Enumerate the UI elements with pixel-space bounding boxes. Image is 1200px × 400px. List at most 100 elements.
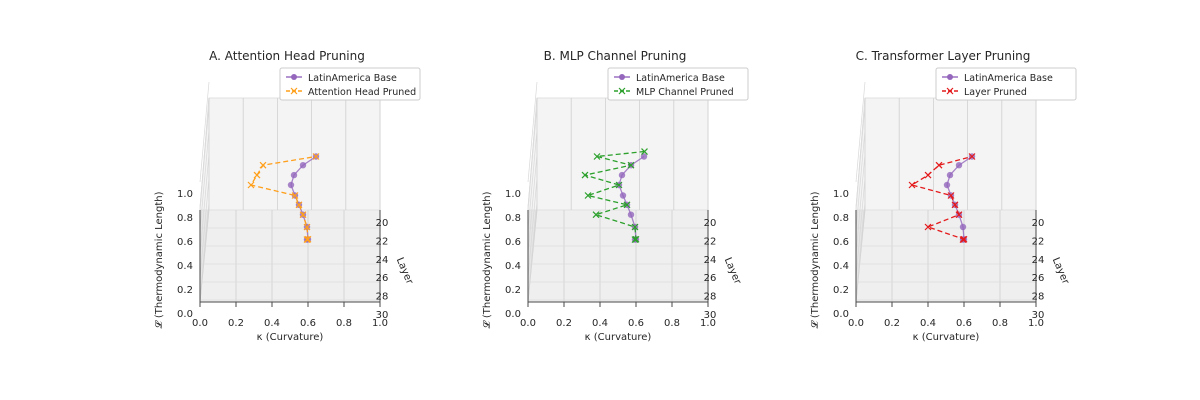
y-axis-label: Layer <box>1050 256 1071 287</box>
x-tick-label: 0.2 <box>884 318 900 329</box>
chart-title: C. Transformer Layer Pruning <box>856 49 1031 63</box>
data-point-stroke <box>584 192 592 199</box>
grid-line <box>855 177 866 279</box>
grid-line <box>527 201 538 303</box>
z-tick-label: 0.6 <box>177 237 193 248</box>
z-axis-label: 𝓛 (Thermodynamic Length) <box>153 191 165 328</box>
data-point <box>935 161 943 169</box>
x-axis-label: κ (Curvature) <box>585 332 652 343</box>
chart-panel-1: 0.0 0.2 0.4 0.6 0.8 1.0 20 22 24 26 28 30 0.0 0.2 0.4 0… <box>153 49 421 343</box>
data-point <box>947 192 955 199</box>
data-point <box>951 201 959 209</box>
data-point <box>632 235 640 243</box>
legend-marker <box>618 87 626 95</box>
data-point-stroke <box>291 192 299 199</box>
data-point <box>581 171 589 179</box>
legend-marker <box>946 87 954 95</box>
x-axis-label: κ (Curvature) <box>257 332 324 343</box>
data-point-stroke <box>641 148 648 155</box>
data-point-stroke <box>968 153 976 160</box>
x-tick-label: 0.0 <box>192 318 208 329</box>
data-point-stroke <box>295 201 303 209</box>
y-tick-label: 20 <box>704 218 717 229</box>
x-tick-label: 0.2 <box>556 318 572 329</box>
z-tick-label: 0.0 <box>833 309 849 320</box>
grid-line <box>199 105 210 207</box>
data-point <box>253 171 261 179</box>
data-point <box>291 192 299 199</box>
y-tick-label: 30 <box>1032 310 1045 321</box>
data-point <box>640 153 648 160</box>
z-tick-label: 0.6 <box>833 237 849 248</box>
y-tick-label: 24 <box>704 255 717 266</box>
grid-line <box>527 105 538 207</box>
data-point <box>946 171 954 179</box>
series-line-2 <box>584 150 645 241</box>
grid-line <box>199 129 210 231</box>
grid-line <box>855 201 866 303</box>
data-point-stroke <box>253 171 261 179</box>
data-point <box>627 161 635 169</box>
legend-label: Attention Head Pruned <box>308 87 416 98</box>
y-tick-label: 26 <box>1032 273 1045 284</box>
z-tick-label: 0.0 <box>505 309 521 320</box>
y-tick-label: 20 <box>376 218 389 229</box>
legend: LatinAmerica Base MLP Channel Pruned <box>607 67 749 101</box>
grid-line <box>855 153 866 255</box>
data-point-stroke <box>935 161 943 169</box>
y-tick-label: 20 <box>1032 218 1045 229</box>
grid-line <box>855 81 866 183</box>
data-point <box>247 181 255 189</box>
y-axis-label: Layer <box>394 256 415 287</box>
data-point-stroke <box>631 223 639 231</box>
series-line-2 <box>910 155 973 241</box>
data-point-stroke <box>592 211 600 219</box>
data-point-stroke <box>955 211 963 219</box>
legend-box <box>607 67 749 101</box>
grid-line <box>527 177 538 279</box>
z-tick-label: 0.2 <box>177 285 193 296</box>
z-tick-label: 1.0 <box>177 189 193 200</box>
z-axis-label: 𝓛 (Thermodynamic Length) <box>809 191 821 328</box>
z-tick-label: 0.8 <box>505 213 521 224</box>
y-tick-label: 22 <box>1032 236 1045 247</box>
data-point <box>618 171 626 179</box>
series-line-1 <box>618 155 645 241</box>
legend-label: MLP Channel Pruned <box>636 87 734 98</box>
pane-back <box>855 97 1037 211</box>
chart-panel-3: 0.0 0.2 0.4 0.6 0.8 1.0 20 22 24 26 28 30 0.0 0.2 0.4 0… <box>809 49 1077 343</box>
legend-box <box>279 67 421 101</box>
data-point <box>290 171 298 179</box>
x-tick-label: 0.8 <box>664 318 680 329</box>
x-tick-label: 0.4 <box>264 318 280 329</box>
grid-line <box>199 81 210 183</box>
data-point <box>619 192 627 199</box>
y-tick-label: 22 <box>704 236 717 247</box>
z-tick-label: 0.2 <box>833 285 849 296</box>
data-point <box>259 161 267 169</box>
data-point-stroke <box>615 181 623 189</box>
legend: LatinAmerica Base Attention Head Pruned <box>279 67 421 101</box>
data-point-stroke <box>924 223 932 231</box>
data-point-stroke <box>924 171 932 179</box>
legend-label: Layer Pruned <box>964 87 1027 98</box>
z-tick-label: 0.0 <box>177 309 193 320</box>
grid-line <box>527 153 538 255</box>
legend-marker <box>947 74 953 80</box>
pane-floor <box>527 209 709 303</box>
pane-floor <box>199 209 381 303</box>
data-point-stroke <box>312 153 320 160</box>
chart-title: A. Attention Head Pruning <box>209 49 365 63</box>
data-point-stroke <box>304 235 312 243</box>
grid-line <box>199 177 210 279</box>
legend-label: LatinAmerica Base <box>636 73 725 84</box>
data-point-stroke <box>299 211 307 219</box>
z-tick-label: 0.2 <box>505 285 521 296</box>
data-point <box>623 201 631 209</box>
z-axis-label: 𝓛 (Thermodynamic Length) <box>481 191 493 328</box>
x-tick-label: 0.6 <box>956 318 972 329</box>
data-point-stroke <box>623 201 631 209</box>
data-point <box>287 181 295 189</box>
data-point <box>592 211 600 219</box>
